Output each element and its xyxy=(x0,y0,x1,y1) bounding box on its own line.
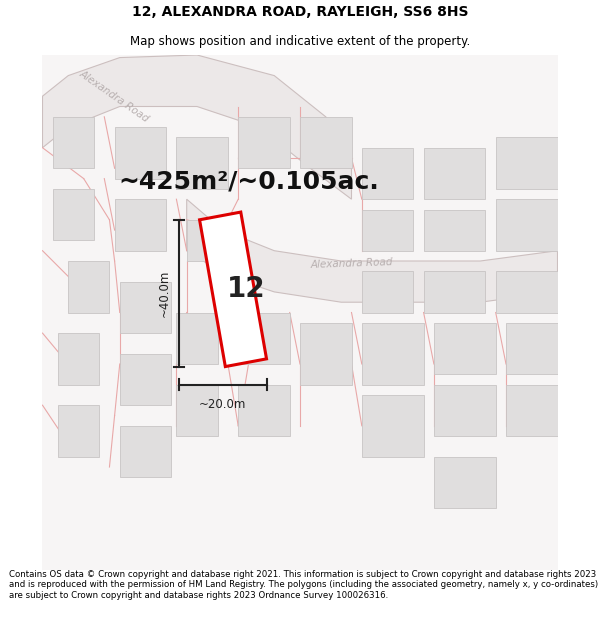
Polygon shape xyxy=(176,384,218,436)
Text: ~425m²/~0.105ac.: ~425m²/~0.105ac. xyxy=(118,169,379,193)
Polygon shape xyxy=(238,312,290,364)
Polygon shape xyxy=(424,209,485,251)
Text: 12: 12 xyxy=(227,276,265,303)
Polygon shape xyxy=(362,209,413,251)
Polygon shape xyxy=(120,282,171,333)
Polygon shape xyxy=(362,395,424,457)
Polygon shape xyxy=(187,199,557,302)
Text: ~40.0m: ~40.0m xyxy=(158,269,171,317)
Polygon shape xyxy=(496,199,557,251)
Polygon shape xyxy=(68,261,109,312)
Text: Contains OS data © Crown copyright and database right 2021. This information is : Contains OS data © Crown copyright and d… xyxy=(9,570,598,600)
Polygon shape xyxy=(43,55,352,199)
Polygon shape xyxy=(200,212,266,367)
Polygon shape xyxy=(176,138,228,189)
Polygon shape xyxy=(300,117,352,168)
Polygon shape xyxy=(434,457,496,508)
Polygon shape xyxy=(300,322,352,384)
Polygon shape xyxy=(506,384,557,436)
Polygon shape xyxy=(362,271,413,312)
Polygon shape xyxy=(238,384,290,436)
Polygon shape xyxy=(434,322,496,374)
Polygon shape xyxy=(424,271,485,312)
Polygon shape xyxy=(176,312,218,364)
Text: Alexandra Road: Alexandra Road xyxy=(78,68,151,124)
Polygon shape xyxy=(58,333,99,384)
Polygon shape xyxy=(362,148,413,199)
Polygon shape xyxy=(187,220,228,261)
Polygon shape xyxy=(362,322,424,384)
Polygon shape xyxy=(58,405,99,457)
Polygon shape xyxy=(115,127,166,179)
Polygon shape xyxy=(434,384,496,436)
Polygon shape xyxy=(120,426,171,478)
Polygon shape xyxy=(496,271,557,312)
Text: ~20.0m: ~20.0m xyxy=(199,398,247,411)
Polygon shape xyxy=(424,148,485,199)
Polygon shape xyxy=(53,117,94,168)
Polygon shape xyxy=(496,138,557,189)
Polygon shape xyxy=(120,354,171,405)
Polygon shape xyxy=(115,199,166,251)
Text: 12, ALEXANDRA ROAD, RAYLEIGH, SS6 8HS: 12, ALEXANDRA ROAD, RAYLEIGH, SS6 8HS xyxy=(132,5,468,19)
Polygon shape xyxy=(506,322,557,374)
Text: Map shows position and indicative extent of the property.: Map shows position and indicative extent… xyxy=(130,35,470,48)
Text: Alexandra Road: Alexandra Road xyxy=(310,257,393,270)
Polygon shape xyxy=(53,189,94,241)
Polygon shape xyxy=(238,117,290,168)
